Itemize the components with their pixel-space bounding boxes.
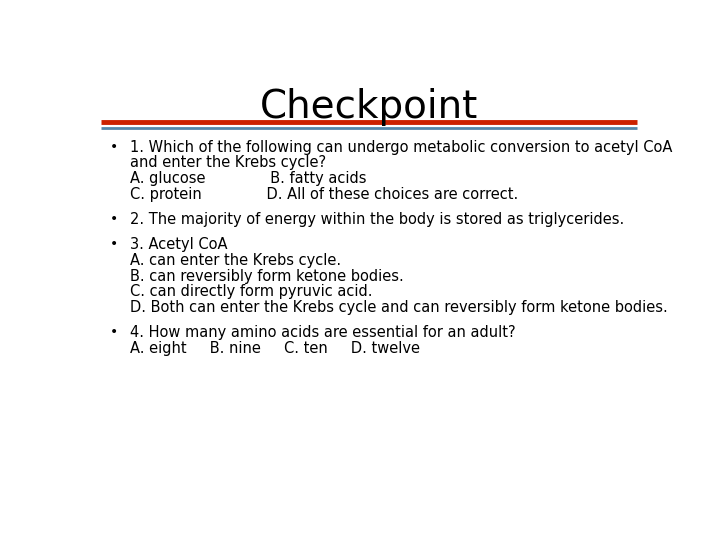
Text: A. glucose              B. fatty acids: A. glucose B. fatty acids bbox=[130, 171, 366, 186]
Text: C. can directly form pyruvic acid.: C. can directly form pyruvic acid. bbox=[130, 285, 373, 299]
Text: •: • bbox=[109, 212, 118, 226]
Text: A. can enter the Krebs cycle.: A. can enter the Krebs cycle. bbox=[130, 253, 341, 268]
Text: and enter the Krebs cycle?: and enter the Krebs cycle? bbox=[130, 156, 326, 171]
Text: Checkpoint: Checkpoint bbox=[260, 87, 478, 126]
Text: •: • bbox=[109, 325, 118, 339]
Text: •: • bbox=[109, 140, 118, 154]
Text: B. can reversibly form ketone bodies.: B. can reversibly form ketone bodies. bbox=[130, 268, 404, 284]
Text: •: • bbox=[109, 237, 118, 251]
Text: C. protein              D. All of these choices are correct.: C. protein D. All of these choices are c… bbox=[130, 187, 518, 202]
Text: 2. The majority of energy within the body is stored as triglycerides.: 2. The majority of energy within the bod… bbox=[130, 212, 624, 227]
Text: D. Both can enter the Krebs cycle and can reversibly form ketone bodies.: D. Both can enter the Krebs cycle and ca… bbox=[130, 300, 668, 315]
Text: 4. How many amino acids are essential for an adult?: 4. How many amino acids are essential fo… bbox=[130, 325, 516, 340]
Text: 1. Which of the following can undergo metabolic conversion to acetyl CoA: 1. Which of the following can undergo me… bbox=[130, 140, 672, 154]
Text: 3. Acetyl CoA: 3. Acetyl CoA bbox=[130, 237, 228, 252]
Text: A. eight     B. nine     C. ten     D. twelve: A. eight B. nine C. ten D. twelve bbox=[130, 341, 420, 356]
